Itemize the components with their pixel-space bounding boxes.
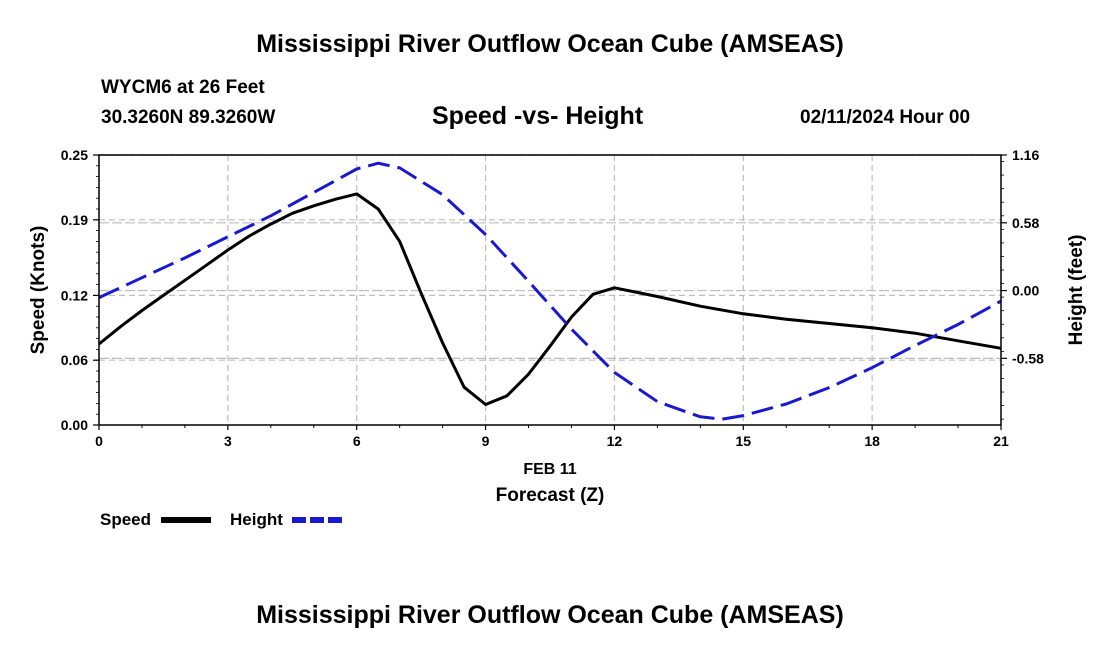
x-tick-label: 6: [353, 433, 361, 449]
y2-tick-label: -0.58: [1012, 350, 1044, 366]
y2-tick-label: 0.00: [1012, 283, 1039, 299]
y2-axis-label: Height (feet): [1066, 235, 1087, 346]
page-title: Mississippi River Outflow Ocean Cube (AM…: [256, 30, 844, 58]
speed-series-line: [98, 192, 1002, 406]
grid-layer: [99, 154, 1001, 425]
x-tick-label: 12: [607, 433, 623, 449]
y-axis-label: Speed (Knots): [28, 226, 49, 355]
y-tick-label: 0.19: [61, 212, 88, 228]
x-axis-label: Forecast (Z): [496, 485, 605, 506]
y2-tick-label: 1.16: [1012, 147, 1039, 163]
coordinates-label: 30.3260N 89.3260W: [101, 107, 276, 128]
x-tick-label: 18: [864, 433, 880, 449]
x-tick-label: 3: [224, 433, 232, 449]
height-series-line: [98, 161, 1002, 421]
station-label: WYCM6 at 26 Feet: [101, 77, 265, 98]
series-layer: [98, 161, 1002, 421]
y-tick-label: 0.06: [61, 352, 88, 368]
datetime-label: 02/11/2024 Hour 00: [800, 107, 971, 128]
legend-speed-label: Speed: [100, 510, 151, 529]
y-tick-label: 0.00: [61, 417, 88, 433]
y-tick-label: 0.12: [61, 287, 88, 303]
x-tick-label: 9: [482, 433, 490, 449]
footer-title: Mississippi River Outflow Ocean Cube (AM…: [256, 601, 844, 629]
x-tick-label: 0: [95, 433, 103, 449]
tick-layer: 0 3 6 9 12 15 18 21 0.00 0.06 0.12 0.19 0.25 -0.58 0.0…: [61, 147, 1044, 449]
y-tick-label: 0.25: [61, 147, 88, 163]
legend-height-label: Height: [230, 510, 283, 529]
x-tick-label: 15: [735, 433, 751, 449]
y2-tick-label: 0.58: [1012, 215, 1039, 231]
x-date-label: FEB 11: [523, 461, 576, 478]
x-tick-label: 21: [993, 433, 1009, 449]
chart-title: Speed -vs- Height: [432, 102, 644, 130]
